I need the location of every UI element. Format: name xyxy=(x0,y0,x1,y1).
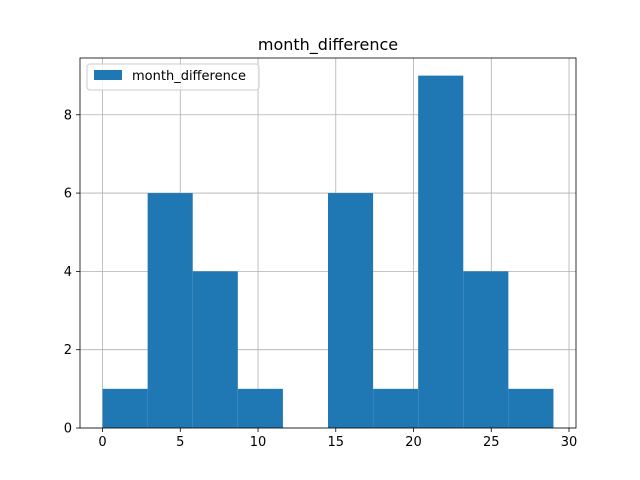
x-tick-label: 5 xyxy=(176,435,184,450)
x-tick-label: 10 xyxy=(250,435,267,450)
legend-box xyxy=(86,63,260,91)
legend-label: month_difference xyxy=(132,69,246,84)
plot-frame xyxy=(79,57,577,429)
histogram-bar-9 xyxy=(508,388,554,428)
histogram-bar-1 xyxy=(147,193,193,428)
histogram-bar-8 xyxy=(463,271,509,428)
histogram-bar-2 xyxy=(192,271,238,428)
histogram-bar-5 xyxy=(328,193,374,428)
y-tick-label: 0 xyxy=(64,422,72,437)
histogram-bar-6 xyxy=(373,388,419,428)
chart-title: month_difference xyxy=(258,35,398,55)
x-tick-label: 0 xyxy=(98,435,106,450)
x-axis-ticks: 0 5 10 15 20 25 30 xyxy=(98,428,577,450)
y-tick-label: 2 xyxy=(64,343,72,358)
x-tick-label: 30 xyxy=(561,435,578,450)
legend-swatch xyxy=(94,70,122,80)
x-tick-label: 25 xyxy=(483,435,500,450)
x-tick-label: 20 xyxy=(405,435,422,450)
histogram-bar-0 xyxy=(102,388,148,428)
x-tick-label: 15 xyxy=(328,435,345,450)
y-tick-label: 8 xyxy=(64,108,72,123)
legend: month_difference xyxy=(86,63,260,91)
y-tick-label: 6 xyxy=(64,187,72,202)
y-tick-label: 4 xyxy=(64,265,72,280)
histogram-bars xyxy=(102,75,554,428)
y-axis-ticks: 0 2 4 6 8 xyxy=(64,108,80,437)
histogram-bar-7 xyxy=(418,75,464,428)
histogram-bar-3 xyxy=(237,388,283,428)
